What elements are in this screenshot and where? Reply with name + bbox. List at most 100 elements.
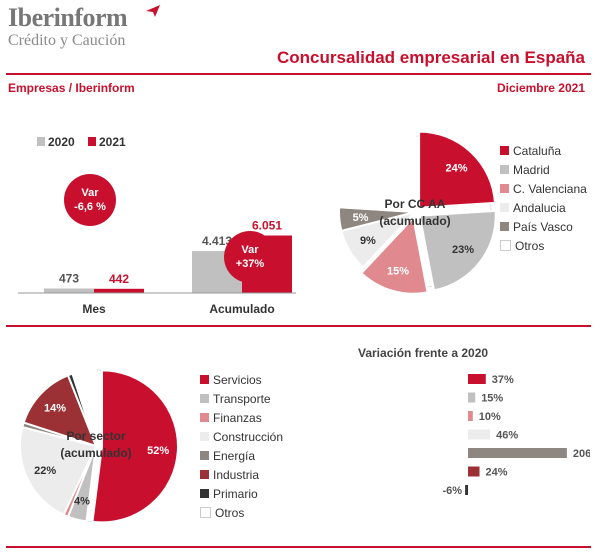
- pie-slice-servicios: [91, 369, 179, 524]
- variation-title: Variación frente a 2020: [358, 346, 489, 360]
- region-legend-item: Andalucia: [500, 198, 587, 217]
- variation-bar-construcción: [468, 429, 491, 440]
- pie-region-legend: Cataluña Madrid C. Valenciana Andalucia País…: [500, 141, 587, 255]
- variation-value-energía: 206%: [573, 448, 590, 460]
- region-legend-item: Otros: [500, 236, 587, 255]
- legend-swatch-2020: [37, 137, 45, 146]
- pie-slice-construcci-n: [19, 425, 98, 517]
- variation-bar-transporte: [468, 392, 476, 403]
- variation-bar-finanzas: [468, 411, 473, 421]
- plane-icon: [146, 5, 160, 17]
- region-legend-label: País Vasco: [513, 219, 573, 234]
- category-label-acumulado: Acumulado: [209, 302, 274, 316]
- sector-legend-swatch: [200, 451, 209, 460]
- legend-swatch-2021: [88, 137, 96, 146]
- variation-value-primario: -6%: [442, 485, 462, 497]
- pie-slice-otros: [71, 368, 97, 447]
- pie-sector-center-line1: Por sector: [66, 429, 126, 443]
- sector-legend-label: Servicios: [213, 372, 262, 387]
- var-bubble-acumulado-line1: Var: [241, 244, 259, 256]
- category-label-mes: Mes: [82, 302, 106, 316]
- sector-legend-item: Energía: [200, 446, 283, 465]
- variation-value-construcción: 46%: [496, 430, 518, 442]
- variation-value-industria: 24%: [486, 467, 508, 479]
- variation-bar-primario: [465, 485, 468, 495]
- variation-bar-industria: [468, 466, 480, 477]
- bar-value-mes-2021: 442: [109, 272, 129, 286]
- region-legend-swatch: [500, 203, 509, 212]
- sector-legend-swatch: [200, 507, 211, 518]
- pie-label-servicios: 52%: [147, 445, 169, 457]
- sector-legend-swatch: [200, 489, 209, 498]
- date-label: Diciembre 2021: [496, 81, 585, 95]
- pie-sector-center-line2: (acumulado): [60, 446, 131, 460]
- pie-slice-madrid: [418, 209, 497, 292]
- sector-legend-swatch: [200, 432, 209, 441]
- bar-value-acumulado-2020: 4.413: [202, 234, 232, 248]
- pie-label-c-valenciana: 15%: [387, 265, 409, 277]
- sector-legend-label: Primario: [213, 486, 258, 501]
- variation-bar-servicios: [468, 374, 486, 384]
- region-legend-label: Otros: [515, 238, 545, 253]
- bar-chart-legend: 2020 2021: [37, 135, 126, 149]
- region-legend-label: Madrid: [513, 162, 550, 177]
- region-legend-label: C. Valenciana: [513, 181, 587, 196]
- source-label: Empresas / Iberinform: [8, 81, 135, 95]
- region-legend-item: C. Valenciana: [500, 179, 587, 198]
- sector-legend-item: Primario: [200, 484, 283, 503]
- bar-chart-totals: 2020 2021 473 442 4.413 6.051 Mes Acumulado…: [18, 135, 296, 316]
- sector-legend-label: Construcción: [213, 429, 284, 444]
- sector-legend-label: Energía: [213, 448, 256, 463]
- sector-legend-item: Industria: [200, 465, 283, 484]
- region-legend-swatch: [500, 240, 511, 251]
- page-title: Concursalidad empresarial en España: [276, 48, 585, 67]
- pie-slice-industria: [22, 374, 98, 448]
- bar-mes-2020: [44, 288, 94, 293]
- pie-label-andalucia: 9%: [360, 235, 376, 247]
- footer-rule: [6, 546, 591, 548]
- sector-legend-swatch: [200, 394, 209, 403]
- brand-subtitle: Crédito y Caución: [8, 32, 126, 49]
- bar-mes-2021: [94, 288, 144, 293]
- region-legend-swatch: [500, 184, 509, 193]
- sector-legend-swatch: [200, 413, 209, 422]
- variation-value-finanzas: 10%: [479, 411, 501, 423]
- brand-name: Iberinform: [8, 3, 128, 32]
- sector-legend-item: Finanzas: [200, 408, 283, 427]
- sector-legend-item: Otros: [200, 503, 283, 522]
- variation-bar-energía: [468, 448, 567, 458]
- pie-sector-legend: Servicios Transporte Finanzas Construcción E…: [200, 370, 283, 522]
- pie-region-center-line1: Por CC AA: [385, 197, 446, 211]
- region-legend-swatch: [500, 146, 509, 155]
- sector-legend-label: Finanzas: [213, 410, 262, 425]
- pie-label-pa-s-vasco: 5%: [353, 212, 369, 224]
- var-bubble-acumulado: Var +37%: [224, 231, 276, 283]
- sector-legend-item: Transporte: [200, 389, 283, 408]
- section-rule: [6, 325, 591, 327]
- pie-label-madrid: 23%: [452, 244, 474, 256]
- brand-logo: Iberinform Crédito y Caución: [8, 3, 160, 49]
- legend-label-2020: 2020: [48, 135, 75, 149]
- pie-label-construcci-n: 22%: [34, 465, 56, 477]
- var-bubble-mes-line2: -6,6 %: [74, 201, 106, 213]
- var-bubble-acumulado-line2: +37%: [236, 258, 265, 270]
- pie-slice-catalu-a: [418, 130, 497, 209]
- region-legend-label: Andalucia: [513, 200, 566, 215]
- bar-value-acumulado-2021: 6.051: [252, 219, 282, 233]
- bar-value-mes-2020: 473: [59, 272, 79, 286]
- header-rule: [6, 73, 591, 75]
- sector-legend-label: Transporte: [213, 391, 271, 406]
- region-legend-swatch: [500, 165, 509, 174]
- sector-legend-swatch: [200, 375, 209, 384]
- variation-value-transporte: 15%: [481, 393, 503, 405]
- sector-legend-swatch: [200, 470, 209, 479]
- var-bubble-acumulado-circle: [224, 231, 276, 283]
- pie-slice-otros: [338, 134, 416, 214]
- pie-slice-c-valenciana: [359, 215, 429, 295]
- var-bubble-mes-circle: [64, 174, 116, 226]
- sector-legend-item: Servicios: [200, 370, 283, 389]
- region-legend-swatch: [500, 222, 509, 231]
- pie-chart-region: 24% 23% 15% 9% 5% Por CC AA (acumulado): [338, 130, 497, 295]
- region-legend-item: País Vasco: [500, 217, 587, 236]
- legend-label-2021: 2021: [99, 135, 126, 149]
